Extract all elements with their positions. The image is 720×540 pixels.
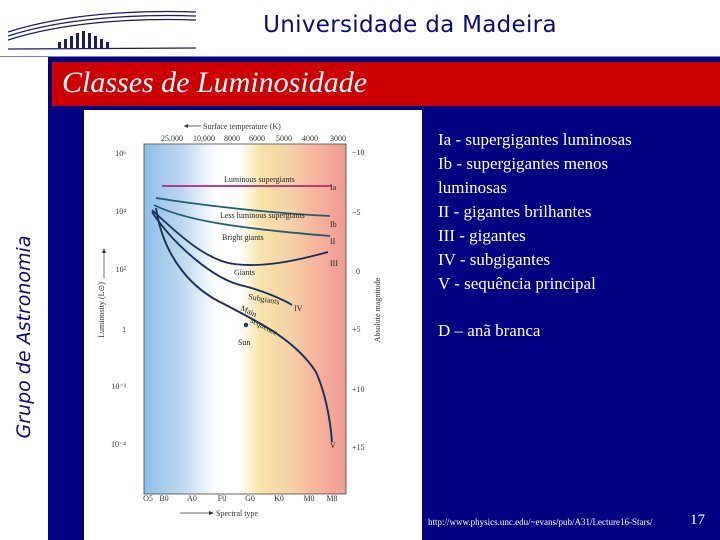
- curve-giants: [151, 209, 329, 266]
- hr-diagram-svg: Surface temperature (K) 25,000 10,000 80…: [97, 122, 382, 518]
- curve-less-luminous-supergiants: [155, 197, 331, 217]
- group-label: Grupo de Astronomia: [13, 235, 35, 439]
- magnitude-tick-label: +5: [352, 325, 361, 334]
- luminosity-tick-label: 10⁴: [115, 207, 126, 216]
- spectral-arrow-icon: [209, 511, 214, 515]
- luminosity-tick-label: 10⁻²: [111, 382, 126, 391]
- spectral-axis-label: Spectral type: [216, 509, 258, 518]
- top-tick-label: 4000: [302, 134, 318, 143]
- spectral-tick-label: G0: [245, 494, 255, 503]
- luminosity-tick-label: 1: [122, 325, 126, 334]
- spectral-tick-label: F0: [218, 494, 226, 503]
- university-logo: [7, 10, 197, 50]
- curve-main-sequence: [155, 207, 333, 443]
- spectral-tick-label: M0: [303, 494, 314, 503]
- label-luminous-supergiants: Luminous supergiants: [224, 175, 295, 184]
- source-link[interactable]: http://www.physics.unc.edu/~evans/pub/A3…: [428, 517, 653, 527]
- luminosity-class-list: Ia - supergigantes luminosas Ib - superg…: [438, 128, 708, 296]
- top-axis-arrow-icon: [184, 124, 188, 128]
- header-bar: Universidade da Madeira: [0, 0, 720, 56]
- list-item: Ib - supergigantes menos: [438, 154, 609, 173]
- magnitude-tick-label: +10: [352, 385, 365, 394]
- magnitude-tick-label: −10: [352, 148, 365, 157]
- label-bright-giants: Bright giants: [222, 233, 264, 242]
- class-label-v: V: [330, 441, 336, 450]
- top-tick-label: 8000: [224, 134, 240, 143]
- top-tick-label: 10,000: [193, 134, 215, 143]
- title-bar: Classes de Luminosidade: [52, 62, 720, 106]
- list-item: Ia - supergigantes luminosas: [438, 130, 632, 149]
- university-name: Universidade da Madeira: [263, 12, 557, 38]
- plot-frame: [143, 143, 347, 495]
- label-sun: Sun: [238, 338, 250, 347]
- class-label-ib: Ib: [330, 220, 337, 229]
- luminosity-tick-label: 10⁻⁴: [111, 440, 126, 449]
- spectral-tick-label: K0: [274, 494, 284, 503]
- top-tick-label: 25,000: [161, 134, 183, 143]
- spectral-tick-label: M8: [326, 494, 337, 503]
- spectral-tick-label: O5: [143, 494, 153, 503]
- top-tick-label: 5000: [276, 134, 292, 143]
- magnitude-tick-label: −5: [352, 208, 361, 217]
- luminosity-arrow-icon: [102, 248, 106, 253]
- label-less-luminous-supergiants: Less luminous supergiants: [220, 211, 305, 220]
- class-label-iv: IV: [294, 304, 303, 313]
- sun-marker: [243, 322, 249, 328]
- list-item: IV - subgigantes: [438, 250, 551, 269]
- class-label-iii: III: [330, 259, 338, 268]
- sidebar: Grupo de Astronomia: [0, 57, 48, 540]
- header-divider: [0, 56, 720, 57]
- magnitude-tick-label: +15: [352, 443, 365, 452]
- top-tick-label: 6000: [249, 134, 265, 143]
- magnitude-axis-label: Absolute magnitude: [373, 277, 382, 342]
- list-item: II - gigantes brilhantes: [438, 202, 592, 221]
- class-label-ii: II: [330, 237, 336, 246]
- hr-diagram: Surface temperature (K) 25,000 10,000 80…: [84, 110, 422, 540]
- slide-title: Classes de Luminosidade: [62, 66, 368, 99]
- page-number: 17: [690, 512, 705, 528]
- label-giants: Giants: [234, 268, 255, 277]
- curve-subgiants: [151, 211, 293, 306]
- luminosity-axis-label: Luminosity (L⊙): [97, 282, 106, 338]
- magnitude-tick-label: 0: [356, 267, 360, 276]
- spectral-tick-label: A0: [187, 494, 197, 503]
- top-tick-label: 3000: [330, 134, 346, 143]
- luminosity-tick-label: 10²: [116, 265, 127, 274]
- list-item: V - sequência principal: [438, 274, 596, 293]
- top-axis-label: Surface temperature (K): [203, 122, 281, 131]
- list-item: III - gigantes: [438, 226, 526, 245]
- list-item: luminosas: [438, 178, 507, 197]
- spectral-color-bands: [144, 144, 346, 494]
- spectral-tick-label: B0: [159, 494, 168, 503]
- curve-bright-giants: [153, 204, 331, 237]
- white-dwarf-note: D – anã branca: [438, 321, 541, 340]
- luminosity-tick-label: 10⁶: [115, 149, 126, 158]
- class-label-ia: Ia: [330, 183, 337, 192]
